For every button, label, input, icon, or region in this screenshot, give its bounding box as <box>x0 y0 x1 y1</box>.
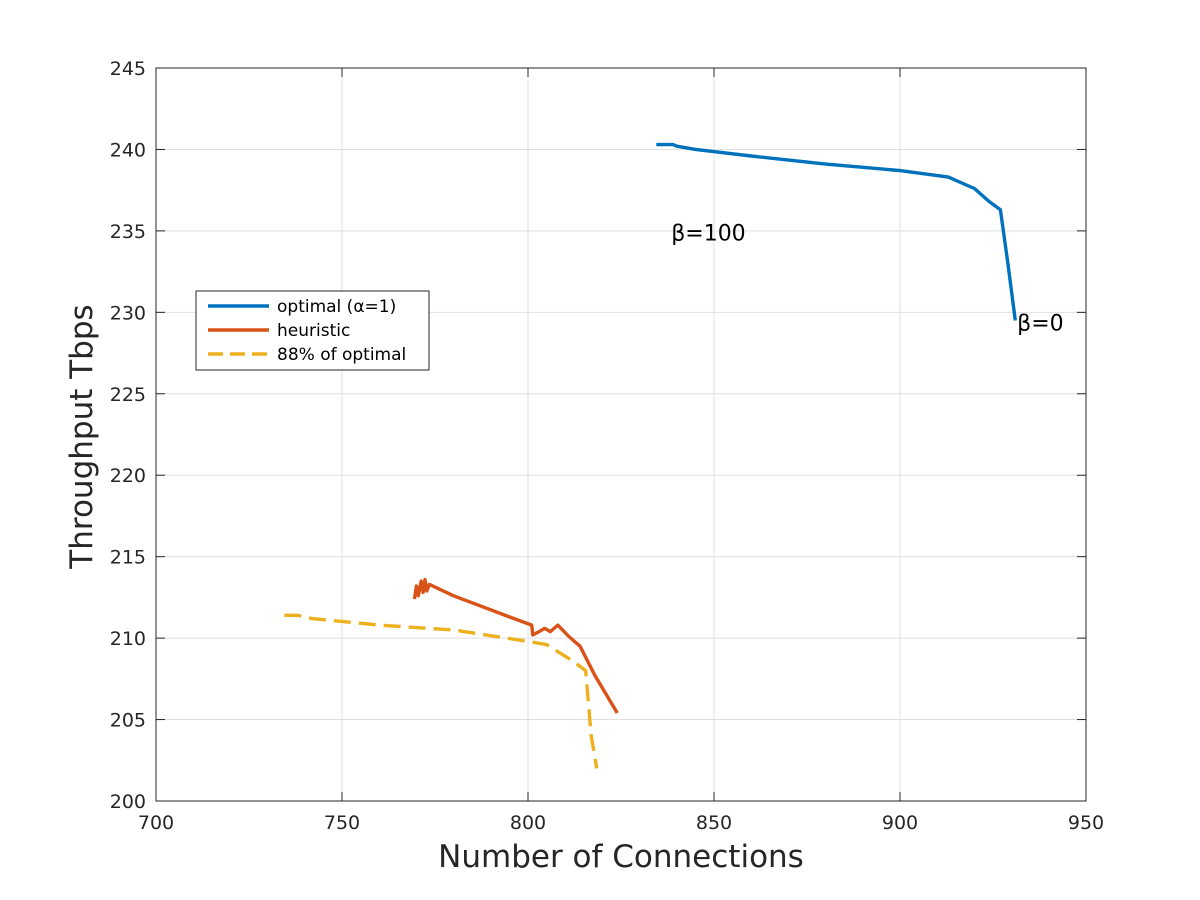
y-tick-label: 225 <box>110 384 146 406</box>
y-tick-label: 205 <box>110 710 146 732</box>
annotation-label: β=100 <box>671 222 745 247</box>
annotations: β=100 β=0 <box>671 222 1063 337</box>
x-axis-title: Number of Connections <box>438 839 804 875</box>
y-tick-label: 230 <box>110 302 146 324</box>
series-line-2 <box>412 577 619 714</box>
x-tick-label: 900 <box>882 812 918 834</box>
y-tick-label: 200 <box>110 791 146 813</box>
y-tick-label: 235 <box>110 221 146 243</box>
x-tick-label: 800 <box>510 812 546 834</box>
legend: optimal (α=1) heuristic 88% of optimal <box>195 290 430 371</box>
x-tick-label: 700 <box>138 812 174 834</box>
legend-label: 88% of optimal <box>277 345 406 365</box>
annotation-label: β=0 <box>1017 311 1063 336</box>
y-tick-label: 240 <box>110 139 146 161</box>
series-line-1 <box>656 142 1017 321</box>
x-tick-label: 850 <box>696 812 732 834</box>
axis-ticks: 700 750 800 850 900 950 200 205 210 215 220 225 230 2… <box>110 58 1104 834</box>
y-tick-label: 220 <box>110 465 146 487</box>
x-tick-label: 750 <box>324 812 360 834</box>
legend-label: optimal (α=1) <box>277 297 396 317</box>
y-axis-title: Throughput Tbps <box>64 304 100 569</box>
x-tick-label: 950 <box>1068 812 1104 834</box>
y-tick-label: 245 <box>110 58 146 80</box>
y-tick-label: 210 <box>110 628 146 650</box>
plot-area-frame <box>155 67 1087 802</box>
legend-label: heuristic <box>277 321 350 341</box>
y-tick-label: 215 <box>110 547 146 569</box>
series-line-3 <box>284 613 599 769</box>
series-lines <box>284 142 1017 769</box>
